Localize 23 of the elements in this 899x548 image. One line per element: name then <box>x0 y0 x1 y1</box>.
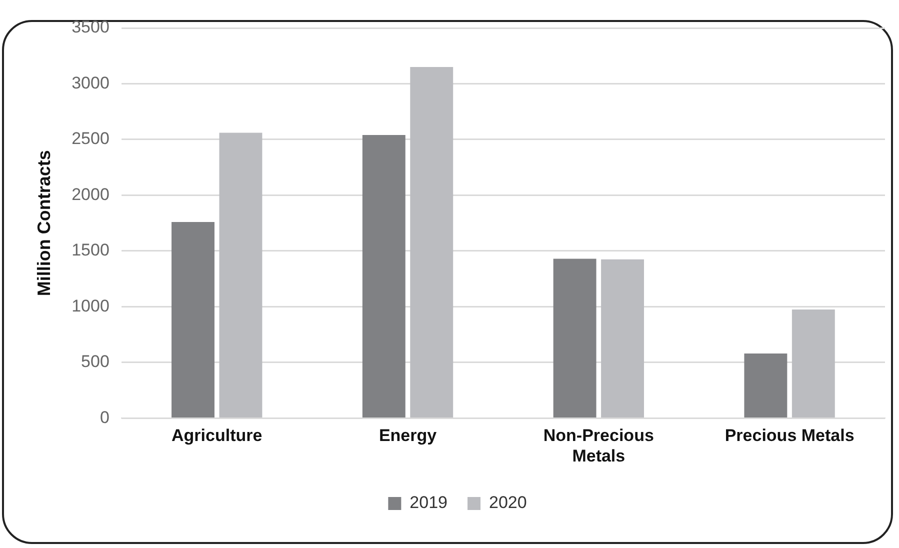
y-tick-label: 2500 <box>72 129 110 148</box>
x-tick-label: Non-Precious Metals <box>543 426 654 466</box>
bar <box>553 258 596 418</box>
legend-label: 2020 <box>489 493 527 512</box>
legend-label: 2019 <box>410 493 448 512</box>
bar <box>744 354 788 418</box>
y-tick-label: 3500 <box>72 18 110 37</box>
y-tick-label: 1000 <box>72 296 110 316</box>
bar <box>601 259 644 418</box>
bar <box>219 132 262 418</box>
y-tick-label: 2000 <box>72 184 110 204</box>
y-axis-title: Million Contracts <box>34 150 54 296</box>
bar <box>410 67 454 418</box>
y-tick-label: 0 <box>100 408 110 427</box>
x-tick-label: Energy <box>378 426 438 446</box>
y-tick-label: 500 <box>81 352 110 372</box>
x-tick-label: Precious Metals <box>724 426 854 446</box>
bar <box>362 135 406 418</box>
y-tick-label: 1500 <box>72 240 110 260</box>
y-tick-label: 3000 <box>72 73 110 92</box>
x-tick-label: Agriculture <box>172 426 262 446</box>
bar <box>172 222 214 418</box>
bar <box>792 310 835 418</box>
